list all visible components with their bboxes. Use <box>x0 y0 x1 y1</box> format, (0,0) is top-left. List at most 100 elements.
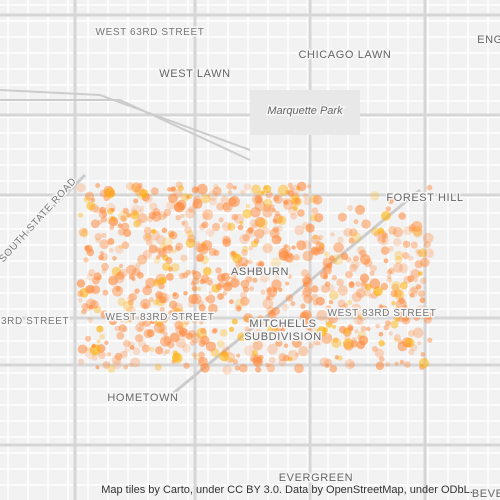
point <box>402 315 410 322</box>
point <box>403 226 413 236</box>
point <box>351 291 362 303</box>
point <box>192 198 203 209</box>
point <box>226 182 234 190</box>
point <box>155 247 161 253</box>
point <box>331 275 338 281</box>
point <box>110 207 115 212</box>
point <box>319 357 330 367</box>
point <box>342 338 354 350</box>
point <box>256 217 268 229</box>
point <box>247 226 254 234</box>
point <box>303 193 309 199</box>
point <box>271 234 282 245</box>
point <box>263 198 273 208</box>
point <box>161 227 168 233</box>
point <box>356 318 364 326</box>
point <box>146 329 155 338</box>
point <box>194 187 200 193</box>
point <box>270 257 282 268</box>
point <box>219 329 228 337</box>
point <box>398 212 407 220</box>
point <box>159 329 165 335</box>
point <box>370 264 377 272</box>
point <box>394 334 401 341</box>
point <box>204 276 213 286</box>
point <box>378 234 389 246</box>
park-label: Marquette Park <box>267 105 343 117</box>
point <box>393 262 404 273</box>
point <box>123 339 131 348</box>
point <box>380 246 390 255</box>
point <box>249 219 259 228</box>
point <box>355 281 361 287</box>
point <box>202 212 210 220</box>
point <box>385 206 391 212</box>
point <box>138 315 143 321</box>
point <box>372 346 378 352</box>
point <box>201 194 211 204</box>
point <box>208 290 213 295</box>
point <box>126 306 136 316</box>
point <box>263 204 272 213</box>
point <box>170 263 180 272</box>
point <box>381 310 386 315</box>
point <box>231 318 238 325</box>
point <box>198 357 205 364</box>
point <box>337 212 347 222</box>
point <box>160 336 171 347</box>
point <box>308 343 314 349</box>
point <box>153 279 160 287</box>
point <box>122 300 134 312</box>
point <box>353 219 359 225</box>
point <box>90 219 100 229</box>
point <box>240 189 246 195</box>
point <box>288 253 293 258</box>
point <box>232 359 239 365</box>
point <box>107 215 118 226</box>
point <box>109 247 114 253</box>
point <box>162 351 167 356</box>
point <box>321 333 333 344</box>
point <box>239 220 244 225</box>
point <box>388 331 393 336</box>
point <box>413 278 418 283</box>
point <box>408 287 419 298</box>
point <box>385 320 391 326</box>
point <box>90 203 99 213</box>
point <box>230 250 236 256</box>
point <box>327 284 335 292</box>
point <box>315 240 320 245</box>
point <box>346 299 353 306</box>
point <box>392 227 404 238</box>
point <box>248 267 253 272</box>
point <box>78 212 84 218</box>
point <box>207 190 219 201</box>
point <box>407 330 415 337</box>
point <box>155 235 166 245</box>
point <box>188 314 193 319</box>
point <box>128 292 137 301</box>
point <box>116 271 125 280</box>
point <box>222 202 231 211</box>
point <box>82 228 88 233</box>
point <box>106 352 112 357</box>
point <box>332 337 339 344</box>
point <box>312 335 323 346</box>
point <box>283 199 294 210</box>
point <box>418 271 423 276</box>
point <box>356 334 362 340</box>
point <box>324 251 330 258</box>
point <box>173 307 184 319</box>
point <box>272 326 279 333</box>
rail-yard <box>0 89 251 161</box>
point <box>329 365 338 373</box>
point <box>381 211 391 221</box>
point <box>245 259 250 264</box>
point <box>277 184 289 196</box>
point <box>235 254 240 259</box>
point <box>134 288 140 295</box>
point <box>248 245 254 251</box>
point <box>219 351 230 362</box>
point <box>262 298 274 309</box>
point <box>108 316 118 326</box>
